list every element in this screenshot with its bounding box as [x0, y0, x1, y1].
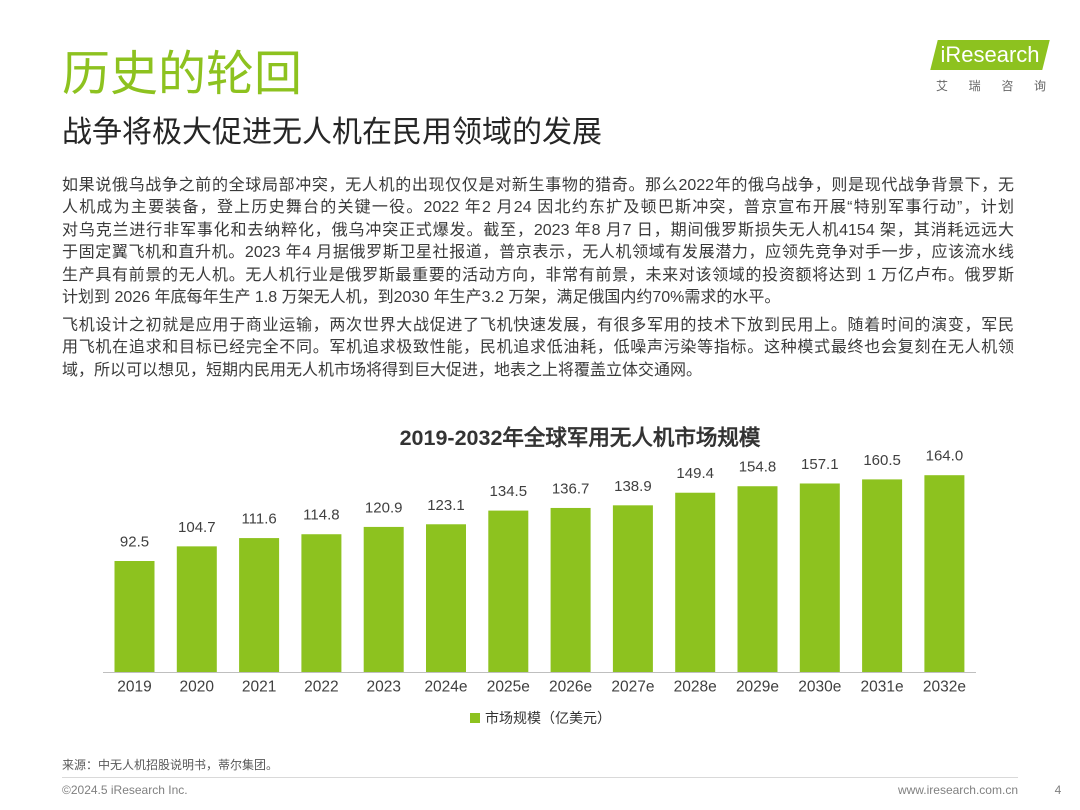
- paragraph-line: 用飞机在追求和目标已经完全不同。军机追求极致性能，民机追求低油耗，低噪声污染等指…: [62, 339, 1014, 357]
- x-tick-label-2024e: 2024e: [424, 679, 467, 696]
- page-title: 历史的轮回: [62, 48, 303, 101]
- page-subtitle: 战争将极大促进无人机在民用领域的发展: [62, 116, 602, 149]
- data-label-2020: 104.7: [178, 519, 216, 536]
- footer-website: www.iresearch.com.cn: [897, 783, 1018, 797]
- logo-wordmark: iResearch: [940, 42, 1040, 67]
- bar-2031e: [862, 479, 903, 672]
- chart-title: 2019-2032年全球军用无人机市场规模: [399, 426, 761, 450]
- source-note: 来源：中无人机招股说明书，蒂尔集团。: [62, 758, 279, 772]
- x-tick-label-2030e: 2030e: [798, 679, 841, 696]
- footer-divider: [62, 777, 1018, 778]
- data-label-2029e: 154.8: [739, 459, 777, 476]
- paragraph-2: 飞机设计之初就是应用于商业运输，两次世界大战促进了飞机快速发展，有很多军用的技术…: [62, 315, 1014, 382]
- legend-swatch: [470, 713, 480, 723]
- data-label-2025e: 134.5: [490, 483, 528, 500]
- bar-2026e: [550, 507, 591, 672]
- x-tick-label-2019: 2019: [117, 679, 151, 696]
- x-tick-label-2026e: 2026e: [549, 679, 592, 696]
- paragraph-line: 计划到 2026 年底每年生产 1.8 万架无人机，到2030 年生产3.2 万…: [62, 289, 781, 307]
- data-label-2023: 120.9: [365, 499, 403, 516]
- bar-2022: [301, 534, 342, 672]
- paragraph-1: 如果说俄乌战争之前的全球局部冲突，无人机的出现仅仅是对新生事物的猎奇。那么202…: [62, 175, 1014, 309]
- data-label-2019: 92.5: [120, 534, 149, 551]
- paragraph-line: 域，所以可以想见，短期内民用无人机市场将得到巨大促进，地表之上将覆盖立体交通网。: [62, 361, 703, 379]
- bar-2032e: [924, 475, 965, 672]
- x-tick-label-2028e: 2028e: [674, 679, 717, 696]
- data-label-2021: 111.6: [241, 511, 276, 528]
- bar-2030e: [799, 483, 840, 672]
- bar-2028e: [675, 492, 716, 672]
- data-label-2026e: 136.7: [552, 480, 590, 497]
- bar-2020: [176, 546, 217, 672]
- data-label-2024e: 123.1: [427, 497, 465, 514]
- paragraph-line: 如果说俄乌战争之前的全球局部冲突，无人机的出现仅仅是对新生事物的猎奇。那么202…: [62, 177, 1014, 194]
- x-tick-label-2022: 2022: [304, 679, 338, 696]
- legend-label: 市场规模（亿美元）: [485, 710, 611, 726]
- bar-2027e: [612, 505, 653, 672]
- logo-tagline: 艾 瑞 咨 询: [936, 79, 1046, 93]
- x-tick-label-2021: 2021: [242, 679, 276, 696]
- paragraph-line: 对乌克兰进行非军事化和去纳粹化，俄乌冲突正式爆发。截至，2023 年8 月7 日…: [62, 221, 1014, 239]
- x-tick-label-2029e: 2029e: [736, 679, 779, 696]
- bar-2029e: [737, 486, 778, 672]
- paragraph-line: 于固定翼飞机和直升机。2023 年4 月据俄罗斯卫星社报道，普京表示，无人机领域…: [62, 244, 1014, 262]
- x-tick-label-2023: 2023: [366, 679, 400, 696]
- bar-2019: [114, 561, 155, 672]
- bar-2024e: [426, 524, 466, 672]
- data-label-2032e: 164.0: [926, 448, 964, 465]
- data-label-2027e: 138.9: [614, 478, 652, 495]
- x-tick-label-2032e: 2032e: [923, 679, 966, 696]
- data-label-2030e: 157.1: [801, 456, 839, 473]
- footer-copyright: ©2024.5 iResearch Inc.: [62, 783, 188, 797]
- paragraph-line: 人机成为主要装备，登上历史舞台的关键一役。2022 年2 月24 因北约东扩及顿…: [62, 199, 1014, 217]
- x-tick-label-2027e: 2027e: [611, 679, 654, 696]
- page-number: 4: [1054, 783, 1062, 797]
- paragraph-line: 生产具有前景的无人机。无人机行业是俄罗斯最重要的活动方向，非常有前景，未来对该领…: [62, 266, 1014, 284]
- x-tick-label-2020: 2020: [180, 679, 215, 696]
- chart-legend: 市场规模（亿美元）: [470, 709, 611, 727]
- data-label-2028e: 149.4: [676, 465, 714, 482]
- bar-chart: 92.5 2019 104.7 2020 111.6 2021 114.8 2022 120.9…: [103, 448, 976, 696]
- x-tick-label-2031e: 2031e: [861, 679, 904, 696]
- x-tick-label-2025e: 2025e: [487, 679, 530, 696]
- data-label-2031e: 160.5: [863, 452, 901, 469]
- paragraph-line: 飞机设计之初就是应用于商业运输，两次世界大战促进了飞机快速发展，有很多军用的技术…: [62, 317, 1014, 334]
- bar-2021: [239, 538, 280, 672]
- data-label-2022: 114.8: [303, 507, 339, 524]
- bar-2023: [363, 526, 404, 672]
- bar-2025e: [488, 510, 529, 672]
